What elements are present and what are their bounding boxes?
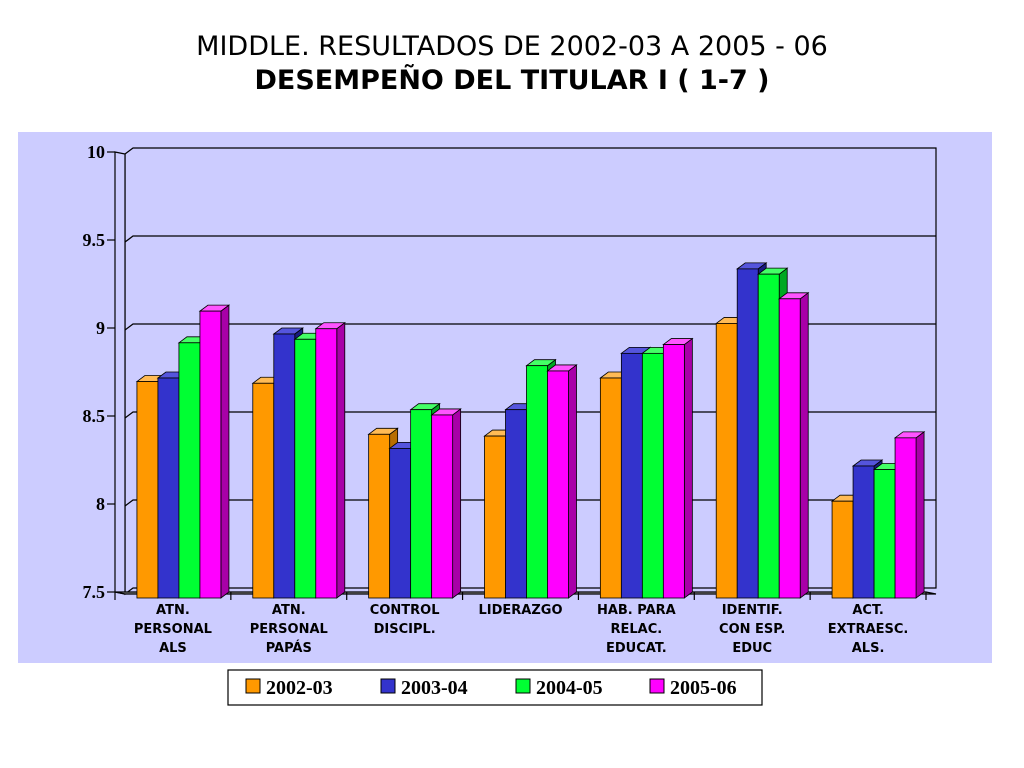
legend-box xyxy=(227,669,763,706)
y-tick-label: 10 xyxy=(87,142,105,162)
legend-label: 2005-06 xyxy=(670,677,737,699)
y-tick-label: 9 xyxy=(96,318,105,338)
legend-label: 2004-05 xyxy=(536,677,603,699)
x-category-label: IDENTIF. CON ESP. EDUC xyxy=(719,603,785,656)
x-axis-categories: ATN. PERSONAL ALS ATN. PERSONAL PAPÁS CONTROL D… xyxy=(114,592,927,656)
legend-label: 2002-03 xyxy=(266,677,333,699)
bar xyxy=(662,337,694,599)
chart-title: MIDDLE. RESULTADOS DE 2002-03 A 2005 - 0… xyxy=(0,30,1024,98)
y-tick-label: 8.5 xyxy=(83,406,106,426)
title-line-2: DESEMPEÑO DEL TITULAR I ( 1-7 ) xyxy=(254,65,770,96)
x-category-label: ATN. PERSONAL ALS xyxy=(134,603,212,656)
legend-item: 2003-04 xyxy=(380,677,468,699)
y-tick-label: 7.5 xyxy=(83,582,106,602)
x-category-label: CONTROL DISCIPL. xyxy=(370,603,440,637)
legend-swatch xyxy=(380,678,396,694)
bars xyxy=(135,262,926,599)
y-tick-label: 9.5 xyxy=(83,230,106,250)
legend: 2002-03 2003-04 2004-05 2005-06 xyxy=(227,669,763,706)
legend-item: 2004-05 xyxy=(515,677,603,699)
x-category-label: HAB. PARA RELAC. EDUCAT. xyxy=(597,603,676,656)
legend-swatch xyxy=(649,678,665,694)
grid-line xyxy=(124,235,936,243)
bar xyxy=(546,364,578,599)
bar xyxy=(314,321,346,599)
title-line-1: MIDDLE. RESULTADOS DE 2002-03 A 2005 - 0… xyxy=(196,31,828,62)
x-category-label: ACT. EXTRAESC. ALS. xyxy=(828,603,909,656)
x-category-label: LIDERAZGO xyxy=(478,603,562,618)
bar xyxy=(198,304,231,599)
bar xyxy=(778,291,810,599)
y-tick-label: 8 xyxy=(96,494,105,514)
legend-label: 2003-04 xyxy=(401,677,468,699)
legend-item: 2005-06 xyxy=(649,677,737,699)
grid-line xyxy=(124,323,936,331)
legend-swatch xyxy=(245,678,261,694)
x-category-label: ATN. PERSONAL PAPÁS xyxy=(250,603,328,656)
legend-swatch xyxy=(515,678,531,694)
legend-item: 2002-03 xyxy=(245,677,333,699)
bar xyxy=(430,408,462,599)
y-axis-ticks: 10 9.5 9 8.5 8 7.5 xyxy=(83,142,115,602)
side-wall xyxy=(114,151,126,595)
bar xyxy=(893,431,926,599)
